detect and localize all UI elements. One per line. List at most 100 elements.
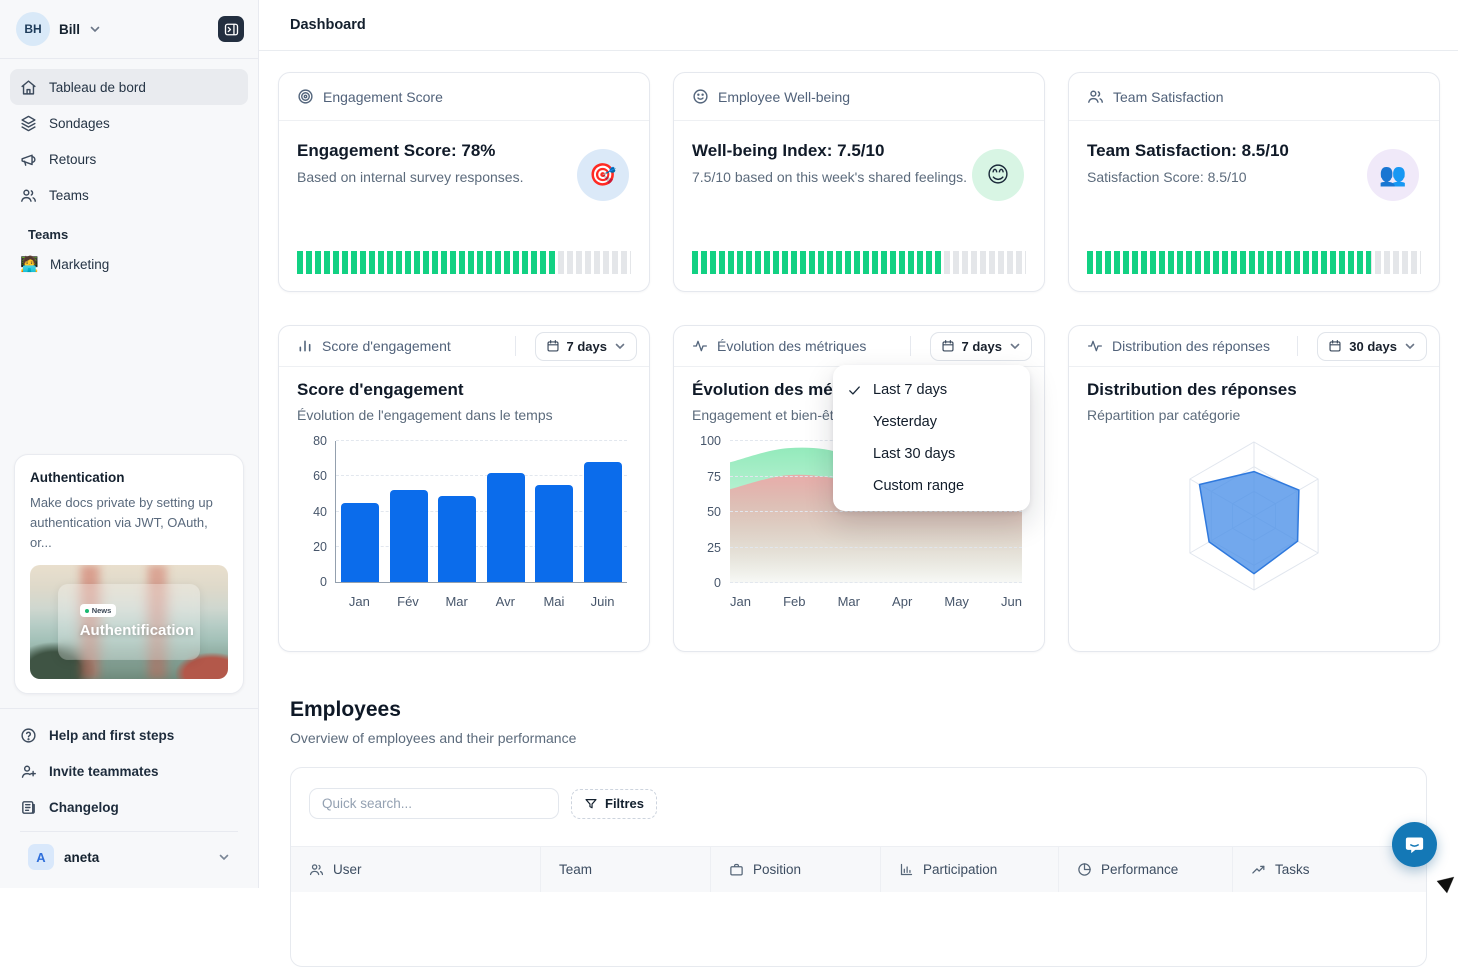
column-header-performance[interactable]: Performance (1059, 847, 1233, 892)
range-menu-item[interactable]: Last 7 days (833, 374, 1030, 406)
users-icon (309, 862, 324, 877)
avatar: BH (16, 12, 50, 46)
chart-card-engagement-score: Score d'engagement 7 days Score d'engage… (278, 325, 650, 652)
activity-icon (692, 338, 708, 354)
sidebar-item-label: Tableau de bord (49, 80, 146, 95)
sidebar-item-marketing[interactable]: 🧑‍💻 Marketing (10, 246, 248, 282)
range-selector-7days[interactable]: 7 days (535, 332, 637, 361)
megaphone-icon (20, 151, 37, 168)
chevron-down-icon (1009, 340, 1021, 352)
sidebar-item-label: Retours (49, 152, 96, 167)
target-emoji-icon: 🎯 (577, 149, 629, 201)
promo-image-overlay: News Authentification (58, 584, 201, 659)
column-header-position[interactable]: Position (711, 847, 881, 892)
smile-emoji-icon: 😊 (972, 149, 1024, 201)
chart-card-header-label: Évolution des métriques (717, 338, 866, 354)
promo-card-authentication[interactable]: Authentication Make docs private by sett… (14, 454, 244, 694)
bar-chart-icon (899, 862, 914, 877)
employees-title: Employees (290, 698, 1458, 722)
chat-launcher-button[interactable] (1392, 822, 1437, 867)
stat-title: Well-being Index: 7.5/10 (692, 141, 1026, 161)
user-plus-icon (20, 763, 37, 780)
bar (438, 496, 476, 582)
changelog-icon (20, 799, 37, 816)
bar (487, 473, 525, 582)
sidebar-user-row[interactable]: BH Bill (0, 0, 258, 59)
bar (341, 503, 379, 582)
stat-card-satisfaction: Team Satisfaction Team Satisfaction: 8.5… (1068, 72, 1440, 292)
calendar-icon (546, 339, 560, 353)
workspace-name: aneta (64, 850, 208, 865)
top-bar: Dashboard (259, 0, 1458, 51)
satisfaction-progress-bar (1087, 251, 1421, 274)
stat-card-header-label: Engagement Score (323, 89, 443, 105)
pie-chart-icon (1077, 862, 1092, 877)
sidebar-item-feedback[interactable]: Retours (10, 141, 248, 177)
wellbeing-progress-bar (692, 251, 1026, 274)
chevron-down-icon (1404, 340, 1416, 352)
calendar-icon (1328, 339, 1342, 353)
promo-title: Authentication (30, 470, 228, 485)
bar-chart-icon (297, 338, 313, 354)
sidebar-item-invite[interactable]: Invite teammates (10, 753, 248, 789)
promo-body: Make docs private by setting up authenti… (30, 493, 228, 553)
panel-toggle-icon (224, 22, 239, 37)
range-selector-7days-open[interactable]: 7 days (930, 332, 1032, 361)
sidebar-section-teams: Teams (10, 213, 248, 246)
employees-table-card: Filtres User Team Position Participation… (290, 767, 1427, 967)
range-menu-item[interactable]: Last 30 days (833, 438, 1030, 470)
sidebar-item-label: Sondages (49, 116, 110, 131)
range-menu-item[interactable]: Custom range (833, 470, 1030, 502)
bar (584, 462, 622, 582)
activity-icon (1087, 338, 1103, 354)
sidebar-item-label: Marketing (50, 257, 109, 272)
sidebar-item-dashboard[interactable]: Tableau de bord (10, 69, 248, 105)
news-badge: News (80, 604, 117, 617)
technologist-emoji-icon: 🧑‍💻 (20, 255, 38, 273)
engagement-progress-bar (297, 251, 631, 274)
bar (535, 485, 573, 582)
column-header-user[interactable]: User (291, 847, 541, 892)
sidebar-item-surveys[interactable]: Sondages (10, 105, 248, 141)
promo-caption: Authentification (80, 622, 194, 639)
sidebar-item-label: Help and first steps (49, 728, 174, 743)
workspace-avatar: A (28, 844, 54, 870)
user-name: Bill (59, 22, 80, 37)
trend-up-icon (1251, 862, 1266, 877)
bar (390, 490, 428, 582)
users-icon (20, 187, 37, 204)
filters-button[interactable]: Filtres (571, 789, 657, 819)
target-icon (297, 88, 314, 105)
workspace-switcher[interactable]: A aneta (20, 831, 238, 878)
layers-icon (20, 115, 37, 132)
sidebar-item-teams[interactable]: Teams (10, 177, 248, 213)
users-icon (1087, 88, 1104, 105)
chart-title: Score d'engagement (297, 380, 631, 400)
smile-icon (692, 88, 709, 105)
news-dot-icon (85, 609, 89, 613)
stat-card-engagement: Engagement Score Engagement Score: 78% B… (278, 72, 650, 292)
page-title: Dashboard (290, 17, 366, 33)
column-header-team[interactable]: Team (541, 847, 711, 892)
chart-card-response-distribution: Distribution des réponses 30 days Distri… (1068, 325, 1440, 652)
sidebar-item-changelog[interactable]: Changelog (10, 789, 248, 825)
quick-search-input[interactable] (309, 788, 559, 819)
briefcase-icon (729, 862, 744, 877)
range-selector-30days[interactable]: 30 days (1317, 332, 1427, 361)
stat-card-header-label: Team Satisfaction (1113, 89, 1224, 105)
check-icon (847, 383, 864, 398)
sidebar-item-help[interactable]: Help and first steps (10, 717, 248, 753)
sidebar-item-label: Teams (49, 188, 89, 203)
promo-image: News Authentification (30, 565, 228, 679)
home-icon (20, 79, 37, 96)
sidebar-item-label: Changelog (49, 800, 119, 815)
employees-subtitle: Overview of employees and their performa… (290, 730, 1458, 746)
help-circle-icon (20, 727, 37, 744)
sidebar-collapse-button[interactable] (218, 16, 244, 42)
stat-card-header-label: Employee Well-being (718, 89, 850, 105)
stat-title: Team Satisfaction: 8.5/10 (1087, 141, 1421, 161)
range-menu-item[interactable]: Yesterday (833, 406, 1030, 438)
column-header-participation[interactable]: Participation (881, 847, 1059, 892)
